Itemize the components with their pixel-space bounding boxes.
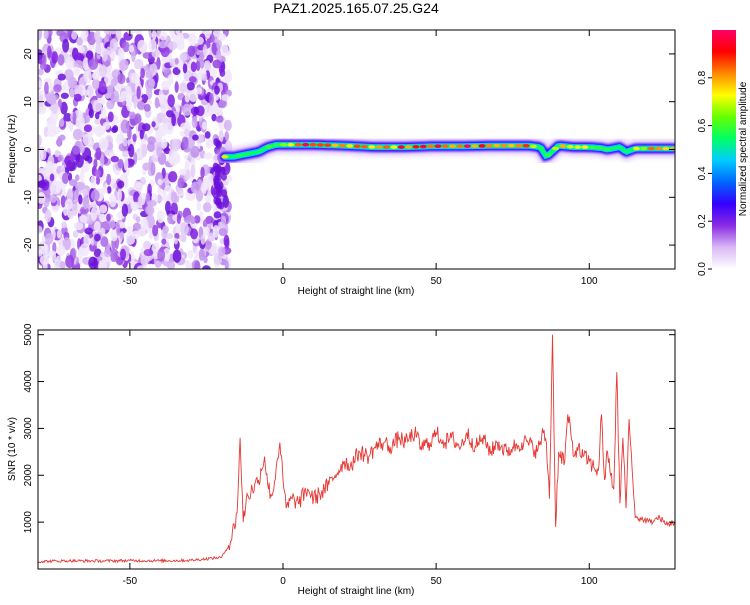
y-tick-label: 3000 [23,417,34,440]
ridge-hotspot [500,143,508,148]
ridge-hotspot [302,142,310,147]
y-tick-label: -10 [23,190,34,205]
colorbar-tick-label: 0.4 [697,166,708,180]
x-tick-label: 50 [431,276,443,287]
ridge-hotspot [471,144,479,148]
ridge-hotspot [287,142,295,147]
x-tick-label: -50 [123,576,138,587]
ridge-hotspot [581,145,589,149]
ridge-hotspot [449,144,457,148]
spectrogram-signal-ridge [215,132,675,169]
ridge-hotspot [397,145,405,149]
ridge-hotspot [346,144,354,148]
snr-y-axis: 1000 2000 3000 4000 5000 [23,323,675,533]
ridge-hotspot [647,146,655,151]
ridge-hotspot [493,143,501,148]
ridge-hotspot [463,144,471,148]
ridge-hotspot [316,143,324,147]
ridge-hotspot [272,143,280,147]
spectrogram-noise-region [38,30,233,269]
ridge-hotspot [654,146,662,151]
ridge-hotspot [368,145,376,149]
ridge-hotspot [574,145,582,149]
colorbar-tick-label: 0.2 [697,214,708,228]
ridge-hotspot [522,143,530,148]
x-tick-label: 0 [280,576,286,587]
snr-line-layer [38,334,675,564]
snr-frame [37,329,676,570]
ridge-hotspot [324,143,332,147]
snr-x-axis-label: Height of straight line (km) [298,586,415,597]
x-tick-label: 100 [581,576,598,587]
x-tick-label: 0 [280,276,286,287]
snr-y-axis-label: SNR (10 * v/v) [7,417,18,481]
ridge-hotspot [427,144,435,149]
ridge-hotspot [309,142,317,147]
ridge-hotspot [456,144,464,148]
ridge-hotspot [485,144,493,148]
ridge-hotspot [243,152,251,156]
ridge-hotspot [530,144,538,149]
figure-title: PAZ1.2025.165.07.25.G24 [273,0,439,16]
ridge-hotspot [390,145,398,149]
spectrogram-panel: -50 0 50 100 -20 -10 0 10 20 Height of straight… [7,29,676,297]
ridge-hotspot [265,144,273,149]
ridge-hotspot [383,145,391,149]
y-tick-label: 4000 [23,370,34,393]
ridge-hotspot [515,143,523,148]
ridge-hotspot [360,144,368,149]
colorbar-label: Normalized spectral amplitude [738,81,749,216]
ridge-hotspot [640,146,648,151]
ridge-hotspot [632,146,640,151]
colorbar: 0.0 0.2 0.4 0.6 0.8 Normalized spectral ampl… [697,30,749,276]
snr-panel: -50 0 50 100 1000 2000 3000 4000 5000 Height of… [7,323,676,597]
x-tick-label: 100 [581,276,598,287]
spectrogram-x-axis-label: Height of straight line (km) [298,286,415,297]
y-tick-label: 2000 [23,464,34,487]
ridge-hotspot [588,145,596,150]
snr-x-axis: -50 0 50 100 [123,330,598,587]
ridge-hotspot [419,144,427,149]
x-tick-label: 50 [431,576,443,587]
colorbar-tick-label: 0.6 [697,118,708,132]
ridge-hotspot [478,144,486,148]
ridge-hotspot [596,146,604,150]
ridge-hotspot [405,145,413,149]
ridge-hotspot [552,146,560,151]
colorbar-gradient [712,30,736,269]
y-tick-label: 20 [23,48,34,60]
ridge-hotspot [507,143,515,148]
y-tick-label: 10 [23,96,34,108]
ridge-hotspot [544,153,552,157]
x-tick-label: -50 [123,276,138,287]
ridge-hotspot [294,142,302,147]
ridge-hotspot [236,153,244,158]
spectrogram-y-axis-label: Frequency (Hz) [7,115,18,184]
ridge-hotspot [221,154,229,159]
y-tick-label: 1000 [23,511,34,534]
colorbar-tick-label: 0.0 [697,262,708,276]
y-tick-label: 0 [23,146,34,152]
ridge-hotspot [338,143,346,148]
ridge-hotspot [331,143,339,148]
spectrogram-y-axis: -20 -10 0 10 20 [23,48,675,252]
colorbar-tick-label: 0.8 [697,70,708,84]
snr-series-line [38,334,675,564]
ridge-hotspot [280,142,288,147]
ridge-hotspot [662,146,670,151]
ridge-hotspot [375,145,383,149]
y-tick-label: -20 [23,237,34,252]
ridge-hotspot [353,144,361,149]
ridge-hotspot [434,144,442,148]
ridge-hotspot [412,144,420,149]
ridge-hotspot [441,144,449,148]
spectrogram-x-axis: -50 0 50 100 [123,30,598,287]
ridge-hotspot [559,144,567,148]
colorbar-axis: 0.0 0.2 0.4 0.6 0.8 [697,70,712,276]
y-tick-label: 5000 [23,323,34,346]
